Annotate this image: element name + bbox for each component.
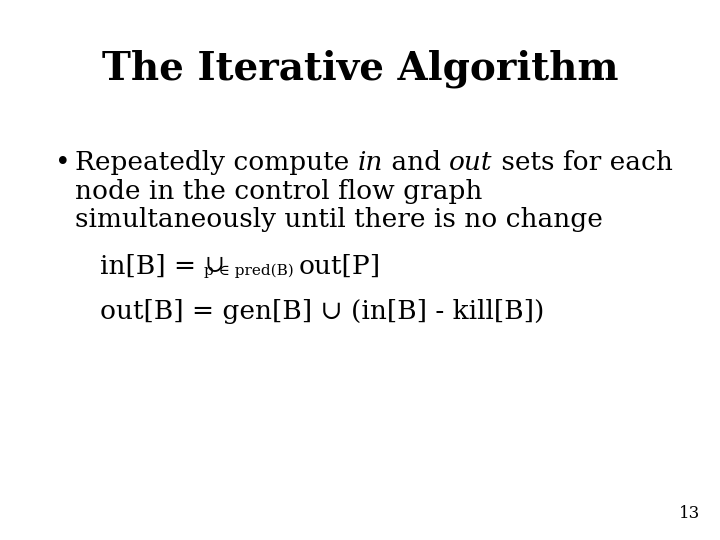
Text: p ∈ pred(B): p ∈ pred(B)	[204, 264, 294, 278]
Text: in: in	[358, 150, 383, 175]
Text: ∪: ∪	[204, 253, 224, 276]
Text: out[P]: out[P]	[298, 253, 380, 279]
Text: out: out	[449, 150, 493, 175]
Text: out[B] = gen[B] ∪ (in[B] - kill[B]): out[B] = gen[B] ∪ (in[B] - kill[B])	[100, 300, 544, 325]
Text: Repeatedly compute: Repeatedly compute	[75, 150, 358, 175]
Text: sets for each: sets for each	[493, 150, 672, 175]
Text: simultaneously until there is no change: simultaneously until there is no change	[75, 207, 603, 233]
Text: in[B] =: in[B] =	[100, 253, 204, 279]
Text: •: •	[55, 150, 71, 175]
Text: node in the control flow graph: node in the control flow graph	[75, 179, 482, 204]
Text: and: and	[383, 150, 449, 175]
Text: The Iterative Algorithm: The Iterative Algorithm	[102, 50, 618, 89]
Text: 13: 13	[679, 505, 700, 522]
